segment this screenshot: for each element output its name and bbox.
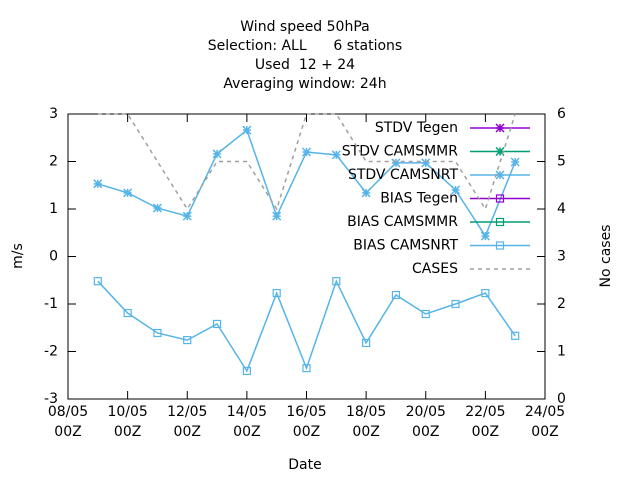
dashed-line (97, 113, 516, 211)
legend-label: BIAS CAMSNRT (353, 238, 458, 254)
point (361, 188, 371, 198)
point (212, 319, 222, 329)
point (421, 158, 431, 168)
point (451, 185, 461, 195)
x-tick-label: 24/05 00Z (524, 404, 566, 440)
x-tick-label: 12/05 00Z (167, 404, 208, 440)
x-tick-label: 08/05 00Z (47, 404, 89, 440)
x-tick-label: 22/05 00Z (465, 404, 506, 440)
point (93, 277, 102, 286)
x-axis-label: Date (288, 457, 321, 473)
point (332, 277, 341, 286)
y-tick-label: -1 (44, 296, 58, 312)
series (93, 125, 520, 241)
point (451, 299, 460, 309)
point (93, 179, 103, 189)
point (212, 149, 222, 159)
point (331, 150, 341, 160)
y-tick-label: 0 (49, 249, 58, 265)
x-tick-label: 18/05 00Z (345, 404, 387, 440)
y2-tick-label: 2 (557, 296, 566, 312)
title-line: Wind speed 50hPa (240, 19, 369, 35)
point (182, 211, 192, 221)
point (391, 290, 401, 300)
title-line: Averaging window: 24h (223, 76, 386, 92)
y2-tick-label: 3 (557, 249, 566, 265)
title-line: Used 12 + 24 (255, 57, 355, 73)
plot-border (67, 113, 546, 400)
y-tick-label: -2 (44, 344, 58, 360)
point (421, 309, 430, 319)
point (242, 125, 252, 135)
point (272, 211, 282, 221)
point (123, 308, 132, 318)
y2-tick-label: 4 (557, 201, 566, 217)
point (391, 158, 401, 168)
legend-marker (495, 194, 505, 203)
point (481, 288, 490, 298)
point (183, 336, 192, 345)
y2-tick-label: 5 (557, 154, 566, 170)
point (153, 328, 162, 338)
title-line: Selection: ALL 6 stations (208, 38, 402, 54)
point (152, 203, 162, 213)
point (123, 188, 133, 198)
legend-label: STDV CAMSMMR (342, 144, 458, 160)
legend-marker (495, 241, 505, 250)
legend-marker (495, 123, 505, 133)
x-tick-label: 16/05 00Z (286, 404, 327, 440)
point (301, 147, 312, 157)
legend-marker (495, 146, 505, 157)
series (97, 113, 516, 211)
y-axis-label: m/s (10, 243, 26, 269)
series (93, 277, 520, 376)
y2-tick-label: 6 (557, 106, 566, 122)
point (242, 366, 251, 376)
y-tick-label: 2 (49, 154, 58, 170)
point (362, 338, 371, 348)
point (510, 157, 520, 167)
y2-axis-label: No cases (598, 225, 614, 288)
legend-label: BIAS CAMSMMR (347, 214, 458, 230)
point (272, 288, 281, 298)
x-tick-label: 14/05 00Z (226, 404, 268, 440)
point (480, 231, 490, 241)
legend-label: BIAS Tegen (380, 191, 458, 207)
point (302, 364, 311, 373)
x-tick-label: 10/05 00Z (107, 404, 148, 440)
y2-tick-label: 0 (557, 391, 566, 407)
point (511, 331, 520, 340)
legend-marker (495, 217, 505, 227)
y-tick-label: 3 (49, 106, 58, 122)
legend-marker (495, 170, 505, 180)
y-tick-label: 1 (49, 201, 58, 217)
legend-label: STDV CAMSNRT (348, 167, 459, 183)
x-tick-label: 20/05 00Z (405, 404, 446, 440)
line (97, 279, 516, 373)
y2-tick-label: 1 (557, 344, 566, 360)
legend-label: STDV Tegen (375, 120, 458, 136)
legend-label: CASES (412, 261, 458, 277)
y-tick-label: -3 (44, 391, 58, 407)
